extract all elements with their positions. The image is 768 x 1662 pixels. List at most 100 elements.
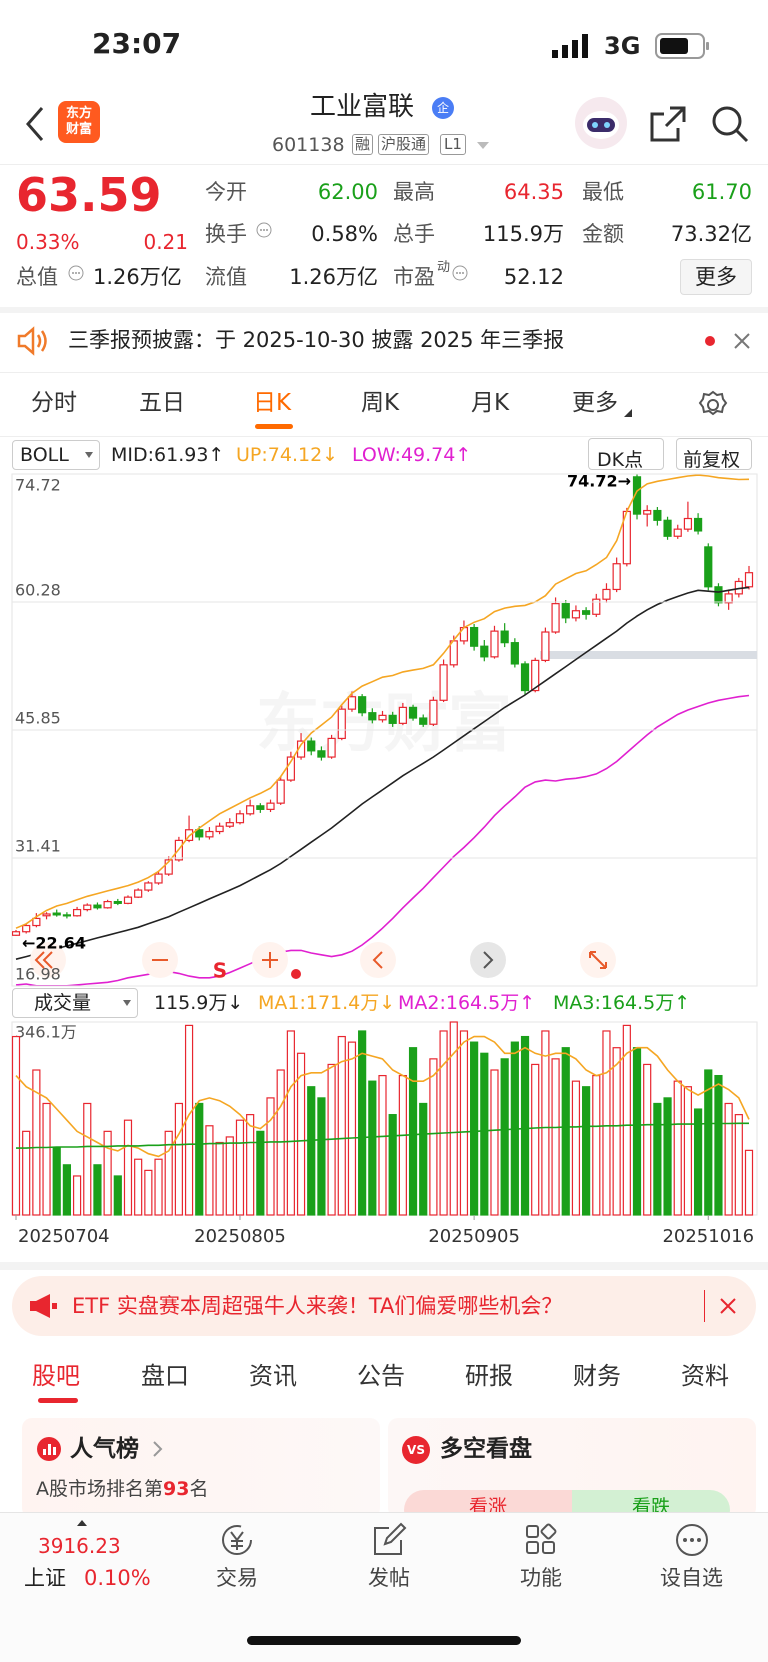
indicator-select[interactable] — [12, 440, 100, 470]
tab[interactable]: 五日 — [139, 390, 185, 416]
sub-tab[interactable]: 研报 — [465, 1362, 513, 1390]
candle-body — [632, 476, 642, 515]
notice-text[interactable]: 三季报预披露：于 2025-10-30 披露 2025 年三季报 — [68, 328, 565, 352]
tab[interactable]: 周K — [361, 390, 400, 416]
field-value: 64.35 — [503, 180, 564, 204]
nav-item[interactable]: 发帖 — [368, 1566, 410, 1590]
field-label: 总手 — [393, 222, 435, 246]
sub-tab[interactable]: 资讯 — [249, 1362, 297, 1390]
volume-bar — [592, 1074, 601, 1216]
settings-button[interactable] — [698, 390, 728, 420]
tab-underline — [38, 1398, 78, 1403]
candle-body — [358, 696, 367, 714]
candle-body — [22, 924, 31, 933]
share-button[interactable] — [648, 104, 688, 144]
assistant-avatar[interactable] — [574, 96, 628, 150]
candle-body — [83, 904, 92, 911]
candle-body — [551, 603, 560, 633]
field-label: 今开 — [205, 180, 247, 204]
volume-ma1: MA1:171.4万↓ — [258, 992, 396, 1014]
badge: 企 — [432, 97, 454, 119]
y-tick-label: 346.1万 — [15, 1023, 77, 1042]
bullbear-title: 多空看盘 — [440, 1436, 532, 1462]
tag: L1 — [440, 134, 466, 155]
search-button[interactable] — [710, 104, 750, 144]
popular-card[interactable] — [22, 1418, 380, 1518]
trade-icon[interactable] — [219, 1522, 255, 1558]
field-label: 金额 — [582, 222, 624, 246]
tab[interactable]: 更多 — [572, 390, 618, 416]
logo-line: 东方 — [65, 106, 92, 121]
volume-bar — [490, 1069, 499, 1216]
low-label: ←22.64 — [22, 933, 86, 952]
volume-bar — [62, 1164, 72, 1216]
dk-button[interactable]: DK点 — [588, 438, 664, 471]
info-icon[interactable] — [68, 265, 84, 281]
volume-bar — [22, 1130, 31, 1216]
candle-body — [235, 813, 245, 824]
watchlist-icon[interactable] — [674, 1522, 710, 1558]
logo-line: 财富 — [65, 122, 92, 137]
candle-body — [317, 750, 326, 758]
nav-item[interactable]: 交易 — [216, 1566, 258, 1590]
info-icon[interactable] — [452, 265, 468, 281]
ad-text[interactable]: ETF 实盘赛本周超强牛人来袭！TA们偏爱哪些机会？ — [72, 1294, 563, 1318]
volume-bar — [307, 1086, 316, 1216]
candle-body — [195, 829, 204, 838]
close-button[interactable] — [732, 331, 752, 351]
chevron — [153, 1441, 163, 1457]
candle-body — [673, 528, 682, 537]
field-label: 换手 — [205, 222, 247, 246]
volume-bar — [663, 1097, 672, 1216]
boll-up-line — [15, 474, 750, 929]
adjust-button[interactable]: 前复权 — [676, 438, 752, 471]
index-name[interactable]: 上证 — [24, 1566, 66, 1590]
volume-bar — [470, 1041, 479, 1216]
function-icon[interactable] — [523, 1522, 559, 1558]
rank-number: 93 — [163, 1478, 190, 1500]
volume-bar — [123, 1119, 133, 1216]
tab[interactable]: 月K — [471, 390, 510, 416]
logo[interactable]: 东方 财富 — [58, 101, 100, 143]
field-label: 最高 — [393, 180, 435, 204]
sub-tab[interactable]: 盘口 — [141, 1362, 189, 1390]
field-value: 61.70 — [691, 180, 752, 204]
nav-item[interactable]: 功能 — [520, 1566, 562, 1590]
volume-bar — [134, 1158, 143, 1216]
index-change[interactable]: 0.10% — [84, 1566, 151, 1590]
sub-tab-active[interactable]: 股吧 — [32, 1362, 80, 1390]
candle-body — [439, 664, 448, 701]
battery-icon — [655, 33, 709, 59]
ad-banner[interactable] — [12, 1276, 756, 1336]
nav-item[interactable]: 设自选 — [660, 1566, 723, 1590]
sub-tab[interactable]: 资料 — [681, 1362, 729, 1390]
candle-body — [337, 708, 346, 740]
index-value[interactable]: 3916.23 — [38, 1534, 121, 1558]
volume-ma1-line — [15, 1035, 750, 1158]
indicator-name: BOLL — [20, 444, 69, 466]
volume-bar — [734, 1114, 743, 1216]
tab[interactable]: 分时 — [31, 390, 77, 416]
post-icon[interactable] — [371, 1522, 407, 1558]
sub-tab[interactable]: 公告 — [357, 1362, 405, 1390]
ad-close[interactable] — [718, 1296, 738, 1316]
volume-select[interactable] — [12, 988, 138, 1018]
dropdown-caret[interactable] — [476, 140, 490, 150]
field-value: 52.12 — [503, 265, 564, 289]
volume-bar — [256, 1130, 265, 1216]
candle-body — [500, 630, 509, 644]
candle-body — [398, 706, 407, 724]
chart-controls[interactable] — [30, 942, 616, 979]
back-button[interactable] — [22, 104, 50, 144]
candle-body — [12, 931, 21, 936]
field-label: 总值 — [16, 265, 58, 289]
more-button[interactable]: 更多 — [680, 259, 752, 295]
tab-active[interactable]: 日K — [253, 390, 292, 416]
volume-bar — [215, 1141, 224, 1216]
candle-body — [266, 802, 275, 810]
sub-tab[interactable]: 财务 — [573, 1362, 621, 1390]
info-icon[interactable] — [256, 222, 272, 238]
y-tick-label: 60.28 — [15, 581, 61, 600]
volume-bar — [408, 1047, 418, 1216]
candle-body — [32, 917, 41, 927]
